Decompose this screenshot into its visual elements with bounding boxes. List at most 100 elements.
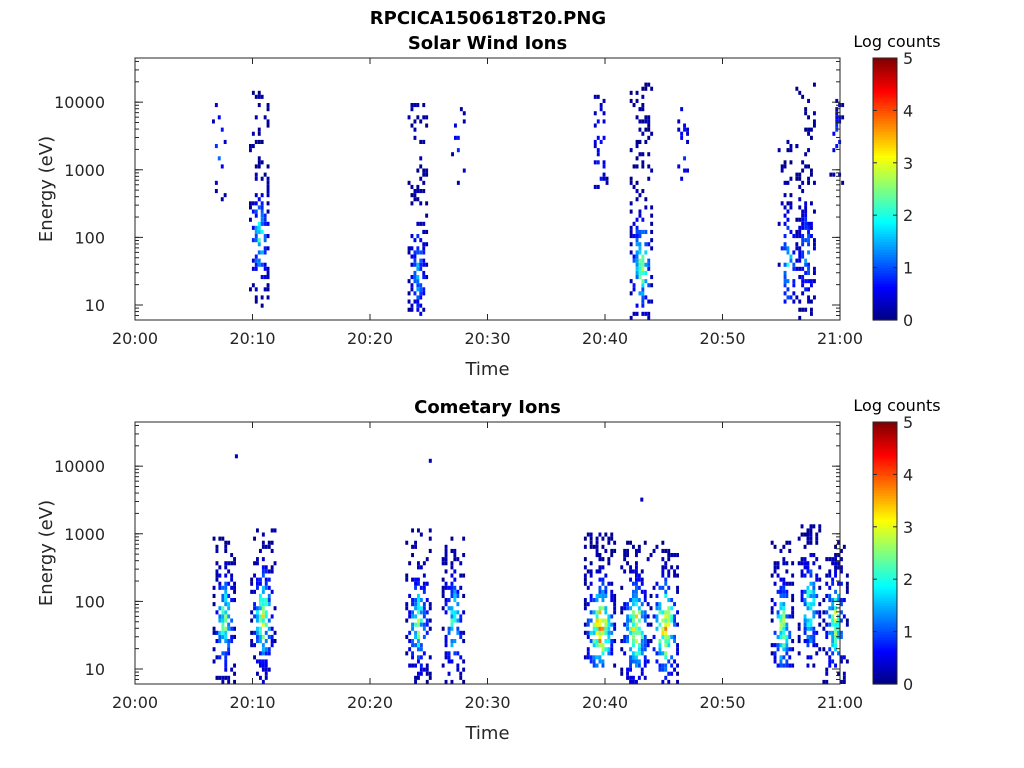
spectrogram-cell — [804, 127, 808, 132]
spectrogram-cell — [637, 630, 641, 635]
spectrogram-cell — [419, 565, 423, 570]
spectrogram-cell — [613, 639, 617, 644]
spectrogram-cell — [613, 593, 617, 598]
spectrogram-cell — [807, 164, 810, 169]
spectrogram-cell — [652, 548, 656, 553]
spectrogram-cell — [598, 626, 602, 631]
colorbar-stripe — [873, 128, 897, 132]
spectrogram-cell — [596, 160, 600, 165]
spectrogram-cell — [629, 577, 632, 582]
colorbar-tick-label: 0 — [903, 675, 913, 694]
spectrogram-cell — [414, 634, 417, 639]
spectrogram-cell — [257, 225, 261, 230]
spectrogram-cell — [644, 197, 648, 202]
spectrogram-cell — [782, 655, 786, 660]
spectrogram-cell — [803, 630, 807, 635]
colorbar-stripe — [873, 626, 897, 630]
spectrogram-cell — [661, 565, 665, 570]
spectrogram-cell — [785, 651, 789, 656]
spectrogram-cell — [261, 557, 265, 562]
spectrogram-cell — [221, 626, 225, 631]
spectrogram-cell — [834, 561, 837, 566]
spectrogram-cell — [601, 577, 605, 582]
spectrogram-cell — [650, 246, 654, 251]
spectrogram-cell — [425, 671, 429, 676]
spectrogram-cell — [610, 553, 614, 558]
spectrogram-cell — [264, 659, 268, 664]
spectrogram-cell — [259, 626, 262, 631]
spectrogram-cell — [629, 647, 632, 652]
spectrogram-cell — [825, 679, 829, 684]
spectrogram-cell — [773, 655, 777, 660]
spectrogram-cell — [218, 565, 222, 570]
spectrogram-cell — [673, 667, 676, 672]
spectrogram-cell — [416, 221, 420, 226]
spectrogram-cell — [408, 610, 412, 615]
spectrogram-cell — [224, 565, 228, 570]
spectrogram-cell — [233, 634, 236, 639]
spectrogram-cell — [607, 639, 611, 644]
spectrogram-cell — [840, 634, 843, 639]
spectrogram-cell — [640, 643, 644, 648]
spectrogram-cell — [453, 577, 457, 582]
spectrogram-cell — [601, 651, 605, 656]
spectrogram-cell — [842, 655, 846, 660]
spectrogram-cell — [803, 589, 807, 594]
spectrogram-cell — [425, 663, 429, 668]
spectrogram-cell — [813, 209, 816, 214]
colorbar-stripe — [873, 427, 897, 431]
spectrogram-cell — [419, 164, 423, 169]
spectrogram-cell — [782, 544, 786, 549]
spectrogram-cell — [411, 626, 414, 631]
colorbar-stripe — [873, 432, 897, 436]
spectrogram-cell — [825, 581, 829, 586]
colorbar-stripe — [873, 113, 897, 117]
spectrogram-cell — [589, 659, 593, 664]
spectrogram-cell — [637, 544, 641, 549]
spectrogram-cell — [422, 180, 426, 185]
spectrogram-cell — [416, 279, 420, 284]
spectrogram-cell — [257, 103, 261, 108]
spectrogram-cell — [215, 569, 219, 574]
spectrogram-cell — [644, 119, 648, 124]
spectrogram-cell — [828, 630, 832, 635]
spectrogram-cell — [266, 295, 270, 300]
spectrogram-cell — [441, 593, 445, 598]
spectrogram-cell — [419, 643, 423, 648]
colorbar-stripe — [873, 623, 897, 627]
colorbar-stripe — [873, 280, 897, 284]
spectrogram-cell — [601, 544, 605, 549]
spectrogram-cell — [676, 651, 679, 656]
spectrogram-cell — [783, 279, 787, 284]
spectrogram-cell — [422, 622, 426, 627]
spectrogram-cell — [652, 614, 656, 619]
spectrogram-cell — [416, 115, 420, 120]
spectrogram-cell — [263, 172, 267, 177]
spectrogram-cell — [812, 630, 816, 635]
spectrogram-cell — [635, 303, 639, 308]
spectrogram-cell — [632, 618, 635, 623]
spectrogram-cell — [218, 536, 222, 541]
spectrogram-cell — [253, 606, 256, 611]
spectrogram-cell — [664, 581, 668, 586]
spectrogram-cell — [840, 557, 843, 562]
colorbar-stripe — [873, 309, 897, 313]
spectrogram-cell — [779, 577, 783, 582]
spectrogram-cell — [620, 667, 624, 672]
spectrogram-cell — [601, 663, 605, 668]
spectrogram-cell — [266, 266, 270, 271]
spectrogram-cell — [428, 618, 432, 623]
spectrogram-cell — [822, 679, 826, 684]
colorbar-stripe — [873, 435, 897, 439]
spectrogram-cell — [782, 626, 786, 631]
spectrogram-cell — [410, 123, 414, 128]
spectrogram-cell — [632, 164, 636, 169]
spectrogram-cell — [664, 589, 668, 594]
spectrogram-cell — [601, 647, 605, 652]
spectrogram-cell — [263, 246, 267, 251]
spectrogram-cell — [259, 606, 262, 611]
spectrogram-cell — [263, 217, 267, 222]
spectrogram-cell — [812, 626, 816, 631]
spectrogram-cell — [410, 193, 414, 198]
spectrogram-cell — [254, 209, 258, 214]
